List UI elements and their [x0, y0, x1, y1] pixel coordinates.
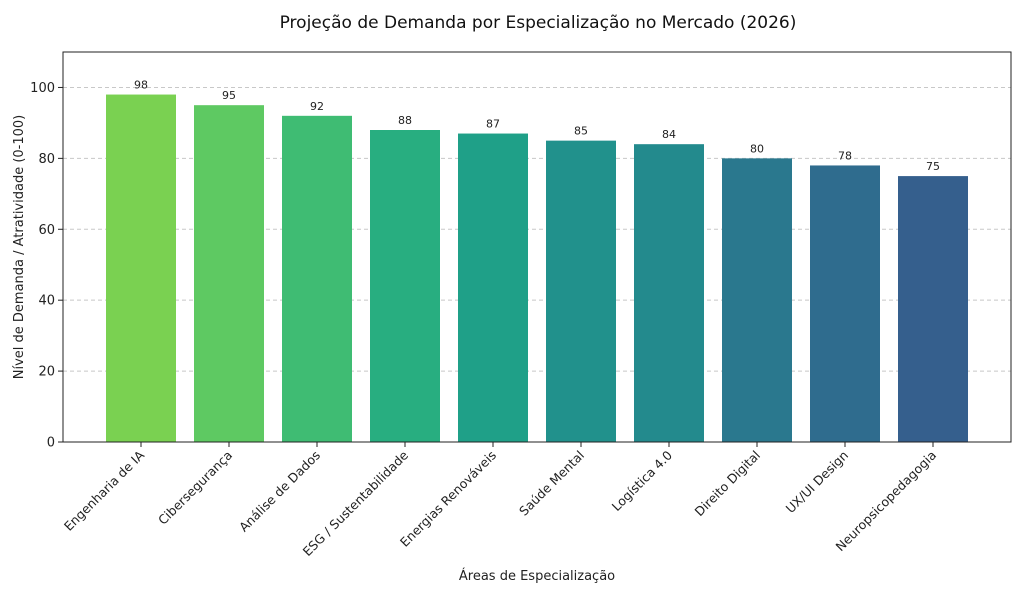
bar-9: [810, 165, 880, 443]
plot-frame: [62, 51, 1012, 443]
bar-value-label: 85: [574, 125, 588, 138]
bar-value-label: 80: [750, 142, 764, 155]
chart-title: Projeção de Demanda por Especialização n…: [280, 13, 797, 33]
x-category-label: UX/UI Design: [783, 448, 852, 517]
x-category-label: Energias Renováveis: [397, 448, 499, 550]
bar-1: [106, 94, 176, 442]
bar-5: [458, 133, 528, 442]
bar-7: [634, 144, 704, 442]
bar-value-label: 92: [310, 100, 324, 113]
bar-value-label: 87: [486, 118, 500, 131]
y-tick-label: 20: [38, 365, 55, 380]
y-tick-label: 100: [30, 81, 55, 96]
bars: [106, 94, 968, 443]
bar-value-label: 75: [926, 160, 940, 173]
y-tick-label: 60: [38, 223, 55, 238]
x-axis-ticks: Engenharia de IA Cibersegurança Análise de…: [61, 442, 939, 559]
bar-value-label: 98: [134, 79, 148, 92]
bar-2: [194, 105, 264, 442]
bar-8: [722, 158, 792, 442]
bar-10: [898, 176, 968, 442]
bar-value-label: 88: [398, 114, 412, 127]
x-category-label: Logística 4.0: [609, 447, 676, 514]
y-tick-label: 40: [38, 294, 55, 309]
bar-6: [546, 140, 616, 443]
bar-4: [370, 130, 440, 442]
bar-3: [282, 115, 352, 443]
y-axis-label: Nível de Demanda / Atratividade (0-100): [12, 115, 27, 380]
y-axis-ticks: 0 20 40 60 80 100: [30, 81, 63, 451]
x-category-label: Engenharia de IA: [61, 447, 148, 534]
bar-value-label: 78: [838, 149, 852, 162]
data-labels: 98 95 92 88 87 85 84 80 78 75: [134, 79, 940, 174]
y-tick-label: 0: [47, 436, 55, 451]
bar-value-label: 95: [222, 89, 236, 102]
x-category-label: Análise de Dados: [236, 448, 323, 535]
bar-value-label: 84: [662, 128, 676, 141]
x-category-label: Saúde Mental: [516, 448, 587, 519]
x-axis-label: Áreas de Especialização: [459, 568, 615, 584]
x-category-label: Neuropsicopedagogia: [832, 448, 939, 555]
y-tick-label: 80: [38, 152, 55, 167]
x-category-label: Direito Digital: [692, 448, 764, 520]
x-category-label: Cibersegurança: [155, 448, 235, 528]
